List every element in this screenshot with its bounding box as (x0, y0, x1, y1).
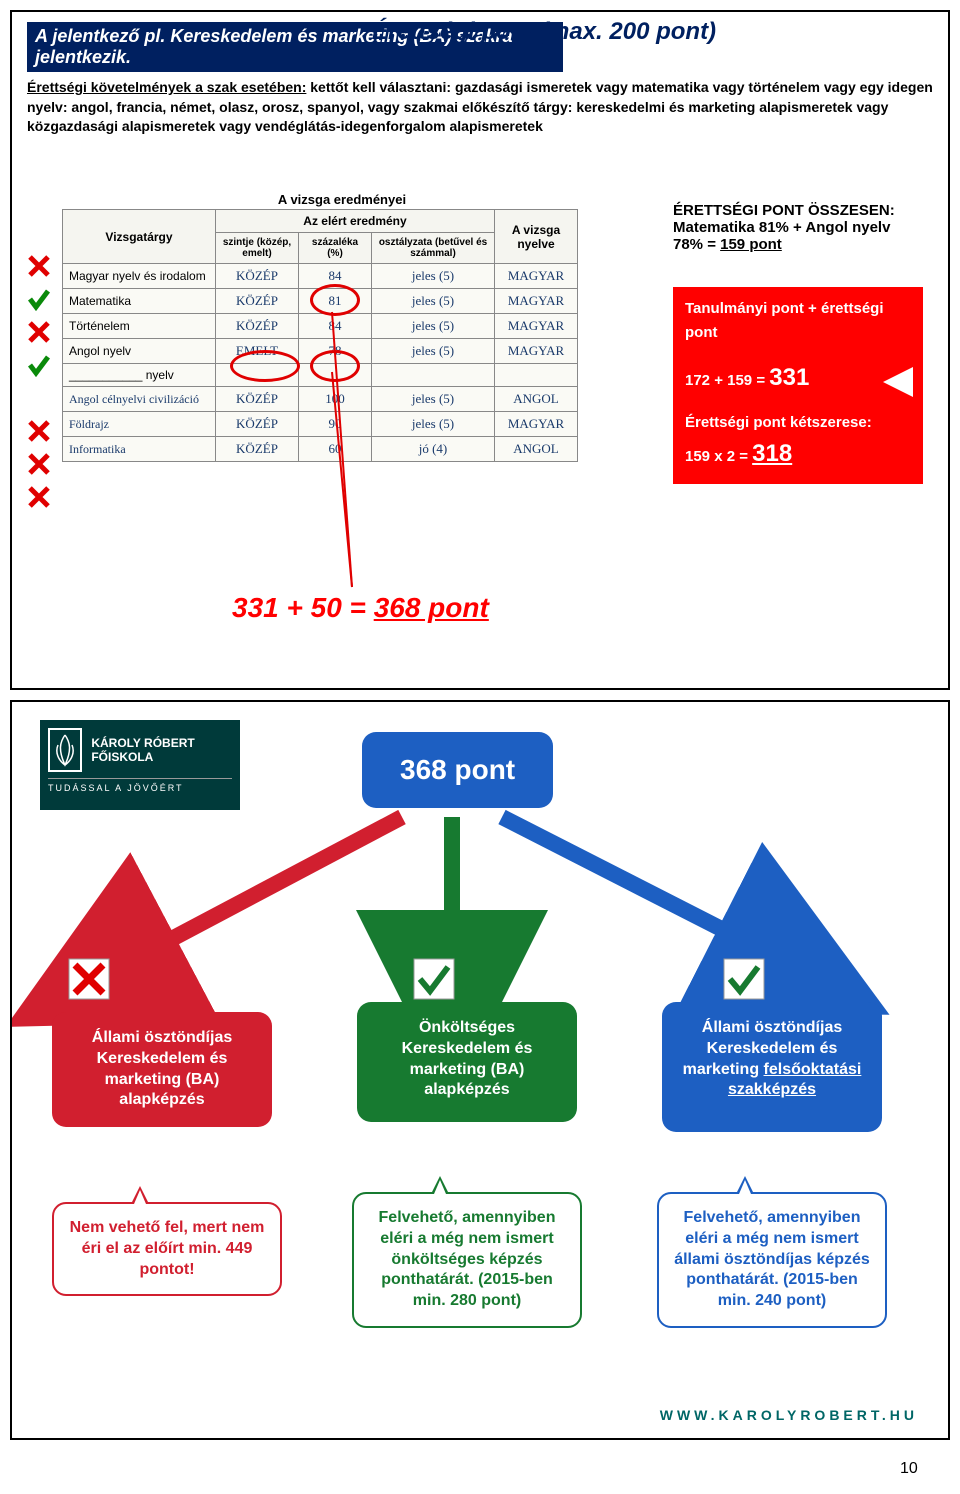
x-icon (27, 485, 51, 515)
x-icon (27, 452, 51, 482)
side-summary: ÉRETTSÉGI PONT ÖSSZESEN: Matematika 81% … (673, 202, 923, 253)
option-selffunded-ba: Önköltséges Kereskedelem és marketing (B… (357, 1002, 577, 1122)
speech-rejected: Nem vehető fel, mert nem éri el az előír… (52, 1202, 282, 1296)
check-icon (27, 287, 51, 317)
logo-text: KÁROLY RÓBERT FŐISKOLA (91, 736, 194, 764)
table-row: Magyar nyelv és irodalomKÖZÉP84jeles (5)… (63, 264, 578, 289)
x-icon (27, 320, 51, 350)
points-pill: 368 pont (362, 732, 553, 808)
sum-label: ÉRETTSÉGI PONT ÖSSZESEN: (673, 202, 923, 219)
col-pct: százaléka (%) (299, 233, 372, 264)
check-icon (27, 353, 51, 383)
x-icon (27, 419, 51, 449)
col-result: Az elért eredmény (216, 210, 495, 233)
lily-icon (48, 728, 82, 772)
table-row: ___________ nyelv (63, 364, 578, 387)
footer-url: WWW.KAROLYROBERT.HU (660, 1407, 918, 1423)
reject-x-icon (67, 957, 111, 1011)
speech-state-vocational: Felvehető, amennyiben eléri a még nem is… (657, 1192, 887, 1328)
slide-options: KÁROLY RÓBERT FŐISKOLA TUDÁSSAL A JÖVŐÉR… (10, 700, 950, 1440)
main-title: Érettségi pont (max. 200 pont) (372, 18, 716, 46)
table-row: InformatikaKÖZÉP60jó (4)ANGOL (63, 437, 578, 462)
x-icon (27, 254, 51, 284)
table-row: MatematikaKÖZÉP81jeles (5)MAGYAR (63, 289, 578, 314)
exam-results-table: A vizsga eredményei Vizsgatárgy Az elért… (62, 192, 622, 462)
table-row: Angol nyelvEMELT78jeles (5)MAGYAR (63, 339, 578, 364)
col-subject: Vizsgatárgy (63, 210, 216, 264)
redbox-line1: Tanulmányi pont + érettségi pont (685, 297, 911, 345)
col-level: szintje (közép, emelt) (216, 233, 299, 264)
slide-erettsegi-pont: Érettségi pont (max. 200 pont) A jelentk… (10, 10, 950, 690)
table-row: FöldrajzKÖZÉP90jeles (5)MAGYAR (63, 412, 578, 437)
tail-fill-3 (739, 1180, 751, 1194)
arrow-white-icon (883, 367, 913, 397)
option-state-scholarship-ba: Állami ösztöndíjas Kereskedelem és marke… (52, 1012, 272, 1127)
redbox-line3: Érettségi pont kétszerese: (685, 411, 911, 435)
sum-calc: Matematika 81% + Angol nyelv 78% = 159 p… (673, 219, 923, 253)
speech-selffunded: Felvehető, amennyiben eléri a még nem is… (352, 1192, 582, 1328)
results-table: Vizsgatárgy Az elért eredmény A vizsga n… (62, 209, 578, 462)
logo-block: KÁROLY RÓBERT FŐISKOLA TUDÁSSAL A JÖVŐÉR… (40, 720, 240, 810)
table-row: TörténelemKÖZÉP84jeles (5)MAGYAR (63, 314, 578, 339)
option-state-vocational: Állami ösztöndíjas Kereskedelem és marke… (662, 1002, 882, 1132)
tail-fill-2 (434, 1180, 446, 1194)
col-grade: osztályzata (betűvel és számmal) (372, 233, 495, 264)
col-lang: A vizsga nyelve (495, 210, 578, 264)
tail-fill-1 (134, 1190, 146, 1204)
table-row: Angol célnyelvi civilizációKÖZÉP100jeles… (63, 387, 578, 412)
redbox-line2: 172 + 159 = 331 (685, 359, 911, 397)
redbox-line4: 159 x 2 = 318 (685, 435, 911, 473)
requirements-text: Érettségi követelmények a szak esetében:… (27, 78, 933, 137)
page-number: 10 (900, 1460, 918, 1478)
final-calc: 331 + 50 = 368 pont (232, 592, 489, 624)
table-title: A vizsga eredményei (62, 192, 622, 207)
logo-tagline: TUDÁSSAL A JÖVŐÉRT (48, 778, 232, 793)
